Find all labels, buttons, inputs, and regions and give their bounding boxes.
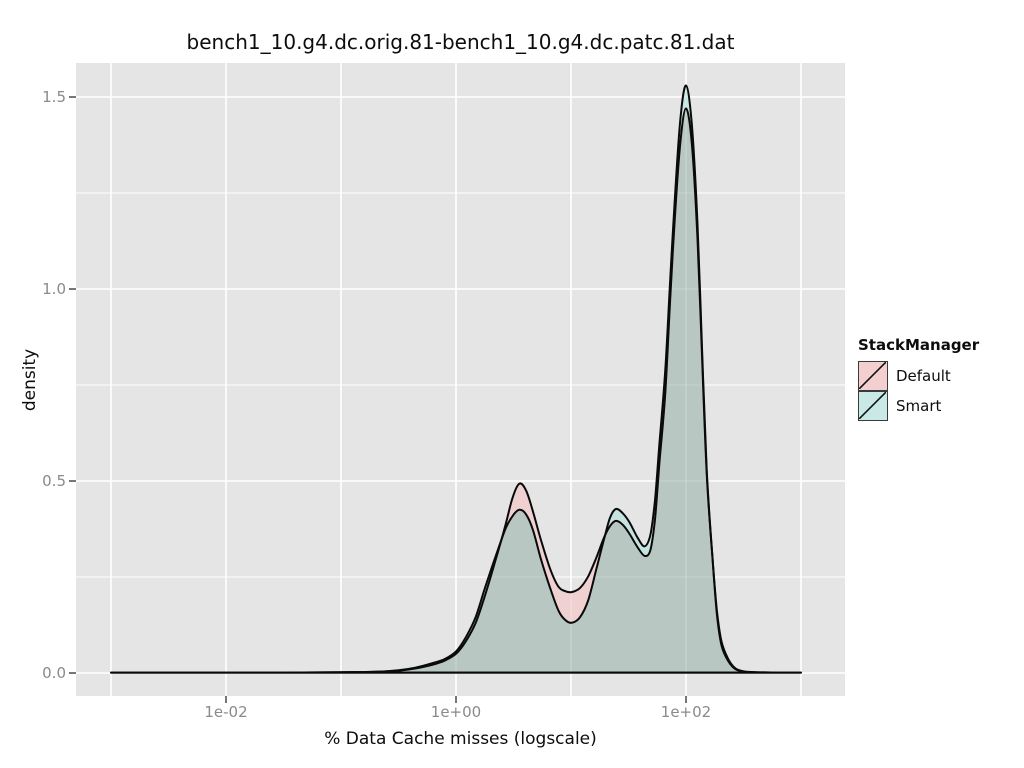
legend-entry-smart: Smart xyxy=(858,391,979,421)
legend: StackManager Default Smart xyxy=(858,336,979,421)
y-axis-title: density xyxy=(20,348,40,412)
legend-key-default xyxy=(858,361,888,391)
chart-title: bench1_10.g4.dc.orig.81-bench1_10.g4.dc.… xyxy=(186,30,735,54)
panel-background xyxy=(76,63,845,696)
y-tick-label: 1.5 xyxy=(42,88,66,106)
legend-entries: Default Smart xyxy=(858,361,979,421)
y-tick-label: 0.0 xyxy=(42,664,66,682)
legend-key-smart xyxy=(858,391,888,421)
legend-label: Smart xyxy=(896,397,942,415)
density-area-smart xyxy=(111,85,801,673)
legend-label: Default xyxy=(896,367,951,385)
x-tick-label: 1e+02 xyxy=(660,703,712,721)
x-axis-title: % Data Cache misses (logscale) xyxy=(324,729,597,749)
legend-key-diagonal-line xyxy=(859,392,886,419)
legend-title: StackManager xyxy=(858,336,980,354)
y-tick-label: 0.5 xyxy=(42,472,66,490)
legend-entry-default: Default xyxy=(858,361,979,391)
x-tick-label: 1e+00 xyxy=(430,703,482,721)
legend-key-diagonal-line xyxy=(859,362,886,389)
x-tick-label: 1e-02 xyxy=(204,703,248,721)
density-curve-smart xyxy=(110,84,802,674)
y-tick-label: 1.0 xyxy=(42,280,66,298)
